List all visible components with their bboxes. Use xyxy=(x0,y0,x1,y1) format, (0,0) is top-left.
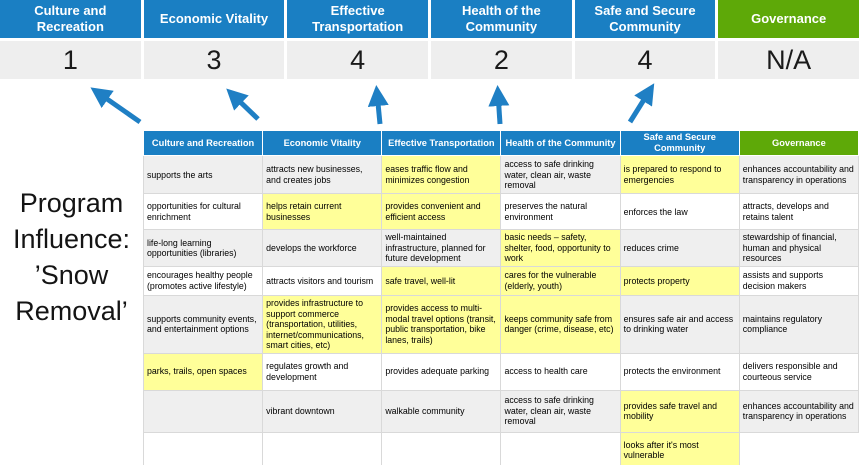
matrix-row: encourages healthy people (promotes acti… xyxy=(142,265,859,296)
matrix-cell: basic needs – safety, shelter, food, opp… xyxy=(500,229,621,267)
matrix-cell xyxy=(381,431,502,465)
matrix-cell: reduces crime xyxy=(619,229,740,267)
matrix-cell: supports the arts xyxy=(142,155,264,195)
matrix-cell: eases traffic flow and minimizes congest… xyxy=(381,155,502,195)
pillar-header-economic-vitality: Economic Vitality xyxy=(143,0,285,38)
matrix-header-effective-transportation: Effective Transportation xyxy=(381,129,502,157)
pillar-header-health-of-the-community: Health of the Community xyxy=(431,0,572,38)
matrix-row: vibrant downtown walkable community access… xyxy=(142,389,859,433)
pillar-header-row: Culture and Recreation Economic Vitality E… xyxy=(0,0,859,38)
matrix-cell: cares for the vulnerable (elderly, youth… xyxy=(500,265,621,296)
matrix-row: supports the arts attracts new businesses… xyxy=(142,155,859,195)
matrix-cell xyxy=(142,389,264,433)
matrix-cell: access to safe drinking water, clean air… xyxy=(500,389,621,433)
pillar-score-governance: N/A xyxy=(718,41,859,79)
matrix-cell: keeps community safe from danger (crime,… xyxy=(500,294,621,354)
arrow-icon-economic-vitality xyxy=(226,88,260,121)
arrow-icon-culture-and-recreation xyxy=(90,87,142,125)
pillar-header-effective-transportation: Effective Transportation xyxy=(287,0,428,38)
pillar-header-culture-and-recreation: Culture and Recreation xyxy=(0,0,141,38)
matrix-header-health-of-the-community: Health of the Community xyxy=(500,129,621,157)
matrix-cell: provides access to multi-modal travel op… xyxy=(381,294,502,354)
matrix-cell xyxy=(500,431,621,465)
matrix-cell: access to health care xyxy=(500,352,621,391)
matrix-cell: regulates growth and development xyxy=(262,352,383,391)
matrix-cell: enforces the law xyxy=(619,193,740,231)
matrix-cell: ensures safe air and access to drinking … xyxy=(619,294,740,354)
matrix-row: life-long learning opportunities (librar… xyxy=(142,229,859,267)
matrix-cell: preserves the natural environment xyxy=(500,193,621,231)
matrix-header-governance: Governance xyxy=(738,129,859,157)
matrix-row: supports community events, and entertain… xyxy=(142,294,859,354)
matrix-cell: enhances accountability and transparency… xyxy=(738,389,859,433)
matrix-cell: attracts visitors and tourism xyxy=(262,265,383,296)
matrix-cell: life-long learning opportunities (librar… xyxy=(142,229,264,267)
pillar-score-effective-transportation: 4 xyxy=(287,41,428,79)
matrix-cell: helps retain current businesses xyxy=(262,193,383,231)
matrix-cell: well-maintained infrastructure, planned … xyxy=(381,229,502,267)
pillar-header-governance: Governance xyxy=(718,0,859,38)
matrix-cell: parks, trails, open spaces xyxy=(142,352,264,391)
matrix-cell: delivers responsible and courteous servi… xyxy=(738,352,859,391)
matrix-cell: supports community events, and entertain… xyxy=(142,294,264,354)
matrix-cell: enhances accountability and transparency… xyxy=(738,155,859,195)
matrix-cell: safe travel, well-lit xyxy=(381,265,502,296)
matrix-cell: stewardship of financial, human and phys… xyxy=(738,229,859,267)
matrix-cell: looks after it's most vulnerable xyxy=(619,431,740,465)
matrix-cell: develops the workforce xyxy=(262,229,383,267)
arrow-icon-effective-transportation xyxy=(367,85,389,125)
matrix-cell: walkable community xyxy=(381,389,502,433)
matrix-cell: opportunities for cultural enrichment xyxy=(142,193,264,231)
matrix-cell: provides convenient and efficient access xyxy=(381,193,502,231)
matrix-cell: vibrant downtown xyxy=(262,389,383,433)
matrix-header-row: Culture and Recreation Economic Vitality E… xyxy=(142,129,859,157)
arrow-icon-safe-and-secure-community xyxy=(627,83,655,124)
program-influence-label: Program Influence: ’Snow Removal’ xyxy=(12,188,131,326)
matrix-header-economic-vitality: Economic Vitality xyxy=(262,129,383,157)
matrix-row: parks, trails, open spaces regulates grow… xyxy=(142,352,859,391)
matrix-cell: assists and supports decision makers xyxy=(738,265,859,296)
pillar-score-culture-and-recreation: 1 xyxy=(0,41,141,79)
arrow-icon-health-of-the-community xyxy=(488,85,510,125)
matrix-header-culture-and-recreation: Culture and Recreation xyxy=(142,129,264,157)
matrix-cell: is prepared to respond to emergencies xyxy=(619,155,740,195)
matrix-cell: provides infrastructure to support comme… xyxy=(262,294,383,354)
pillar-score-economic-vitality: 3 xyxy=(143,41,285,79)
matrix-cell xyxy=(262,431,383,465)
matrix-row: opportunities for cultural enrichment hel… xyxy=(142,193,859,231)
pillar-score-row: 1 3 4 2 4 N/A xyxy=(0,41,859,79)
matrix-row: looks after it's most vulnerable xyxy=(142,431,859,465)
matrix-cell: provides safe travel and mobility xyxy=(619,389,740,433)
pillar-score-safe-and-secure-community: 4 xyxy=(574,41,716,79)
matrix-cell: provides adequate parking xyxy=(381,352,502,391)
matrix-header-safe-and-secure-community: Safe and Secure Community xyxy=(619,129,740,157)
matrix-cell xyxy=(142,431,264,465)
pillar-score-health-of-the-community: 2 xyxy=(431,41,572,79)
influence-arrows xyxy=(90,83,655,125)
matrix-cell: protects the environment xyxy=(619,352,740,391)
matrix-cell: maintains regulatory compliance xyxy=(738,294,859,354)
matrix-cell: protects property xyxy=(619,265,740,296)
matrix-cell: attracts new businesses, and creates job… xyxy=(262,155,383,195)
pillar-header-safe-and-secure-community: Safe and Secure Community xyxy=(574,0,716,38)
matrix-cell: access to safe drinking water, clean air… xyxy=(500,155,621,195)
matrix-cell: encourages healthy people (promotes acti… xyxy=(142,265,264,296)
values-matrix: Culture and Recreation Economic Vitality E… xyxy=(142,129,859,465)
matrix-cell xyxy=(739,432,859,465)
matrix-cell: attracts, develops and retains talent xyxy=(738,193,859,231)
